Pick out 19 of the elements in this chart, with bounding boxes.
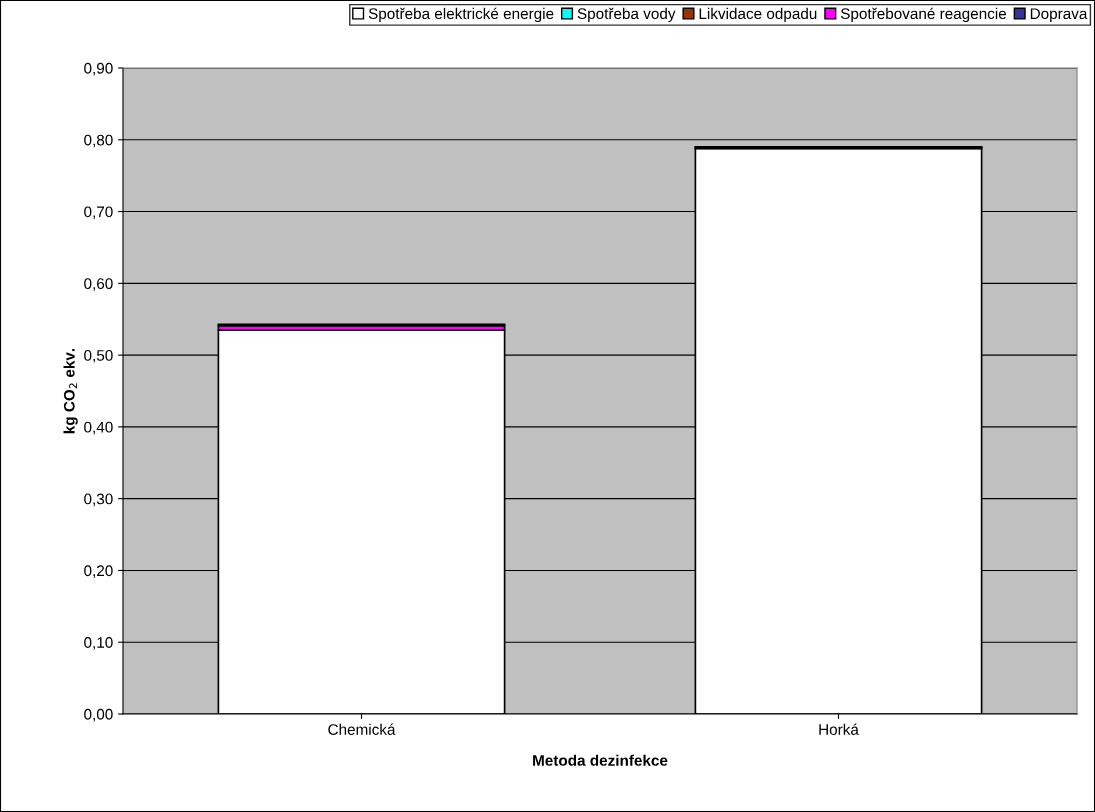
y-tick-label: 0,30 xyxy=(84,493,113,507)
x-axis-title: Metoda dezinfekce xyxy=(533,754,668,766)
y-tick-label: 0,60 xyxy=(84,278,113,291)
legend-label: Spotřeba elektrické energie xyxy=(368,7,554,23)
legend-label: Likvidace odpadu xyxy=(699,7,817,23)
legend-label: Spotřeba vody xyxy=(577,7,676,23)
y-tick-label: 0,90 xyxy=(84,62,113,76)
y-tick-label: 0,20 xyxy=(84,565,113,578)
legend-label: Spotřebované reagencie xyxy=(840,7,1007,23)
y-tick-label: 0,70 xyxy=(84,206,113,220)
y-tick-label: 0,10 xyxy=(84,637,113,650)
y-tick-label: 0,50 xyxy=(84,349,113,363)
y-tick-label: 0,80 xyxy=(84,134,113,148)
x-tick-label: Chemická xyxy=(328,723,396,735)
y-tick-label: 0,00 xyxy=(84,708,113,722)
legend-label: Doprava xyxy=(1030,8,1088,23)
y-axis-title: kg CO$_{2}$ ekv. xyxy=(63,348,78,434)
y-tick-label: 0,40 xyxy=(84,421,113,435)
x-tick-label: Horká xyxy=(819,723,859,735)
